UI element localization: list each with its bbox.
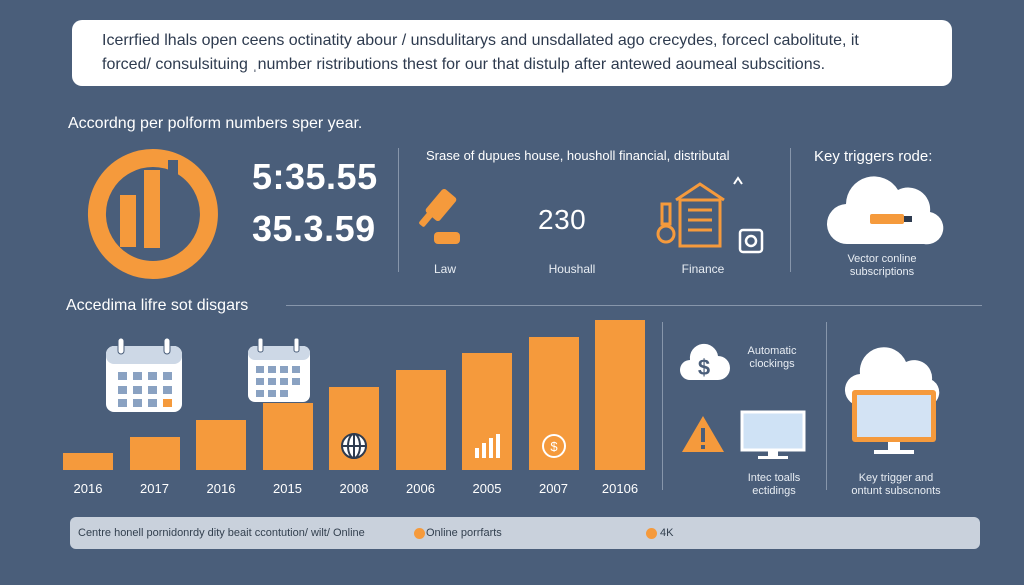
cloud-monitor-icon [844,347,940,454]
divider-4 [826,322,827,490]
intro-panel: Icerrfied lhals open ceens octinatity ab… [72,20,952,86]
intro-line-2: forced/ consulsituing ˌnumber ristributi… [102,56,826,73]
right-heading: Key triggers rode: [814,148,933,165]
monitor-icon [740,410,806,459]
divider-1 [398,148,399,272]
household-label: Houshall [548,262,596,276]
stat-number-2: 35.3.59 [252,208,376,249]
key-caption: Key trigger and ontunt subscnonts [832,472,960,498]
chart-bar-8 [528,336,579,470]
chart-tick-label-8: 2007 [539,481,568,496]
pie-chart-icon [87,149,218,279]
legend-dot-1 [414,528,425,539]
auto-caption: Automatic clockings [730,345,814,371]
calendar-icon [248,337,310,402]
legend-dot-2 [646,528,657,539]
gavel-icon [419,188,460,244]
chart-tick-label-4: 2015 [273,481,302,496]
right-caption: Vector conline subscriptions [820,253,944,279]
bottom-rule [286,305,982,306]
house-finance-icon [656,176,764,254]
footer-legend-1: Online porrfarts [426,527,502,539]
svg-text:$: $ [550,439,558,454]
middle-heading: Srase of dupues house, housholl financia… [426,148,730,163]
footer-bar: Centre honell pornidonrdy dity beait cco… [70,517,980,549]
divider-2 [790,148,791,272]
footer-text: Centre honell pornidonrdy dity beait cco… [78,527,365,539]
svg-text:$: $ [698,355,710,380]
right-caption-line-2: subscriptions [849,266,915,278]
alert-caption: Intec toalls ectidings [726,472,822,498]
chart-tick-label-5: 2008 [339,481,369,496]
chart-bar-7 [462,353,512,470]
bottom-heading: Accedima lifre sot disgars [66,297,249,314]
chart-tick-label-9: 20106 [601,481,639,496]
auto-caption-line-2: clockings [749,358,795,370]
chart-tick-label-7: 2005 [472,481,502,496]
divider-3 [662,322,663,490]
chart-bar-9 [595,320,645,470]
finance-label: Finance [681,262,725,276]
coin-icon: $ [541,434,566,458]
chart-tick-label-2: 2017 [140,481,169,496]
footer-legend-2: 4K [660,527,674,539]
chart-bar-6 [395,370,446,470]
law-label: Law [433,262,456,276]
chart-tick-label-3: 2016 [206,481,236,496]
key-caption-line-1: Key trigger and [858,472,934,484]
chart-bar-4 [262,403,313,470]
chart-tick-label-1: 2016 [73,481,103,496]
intro-line-1: Icerrfied lhals open ceens octinatity ab… [102,32,859,49]
mini-bars-icon [475,434,500,458]
alert-caption-line-2: ectidings [752,485,796,497]
warning-icon [682,416,724,452]
auto-caption-line-1: Automatic [747,345,797,357]
dollar-hand-icon: $ [680,343,730,380]
calendar-icon [106,337,182,412]
household-number: 230 [538,204,587,235]
chart-bar-1 [63,453,113,470]
chart-tick-label-6: 2006 [406,481,435,496]
cloud-icon [826,176,944,245]
top-heading: Accordng per polform numbers sper year. [68,115,363,132]
chart-bar-3 [196,420,246,470]
right-caption-line-1: Vector conline [847,253,917,265]
alert-caption-line-1: Intec toalls [747,472,801,484]
chart-bar-2 [129,436,180,470]
key-caption-line-2: ontunt subscnonts [851,485,941,497]
globe-icon [341,433,367,459]
stat-number-1: 5:35.55 [252,156,378,197]
